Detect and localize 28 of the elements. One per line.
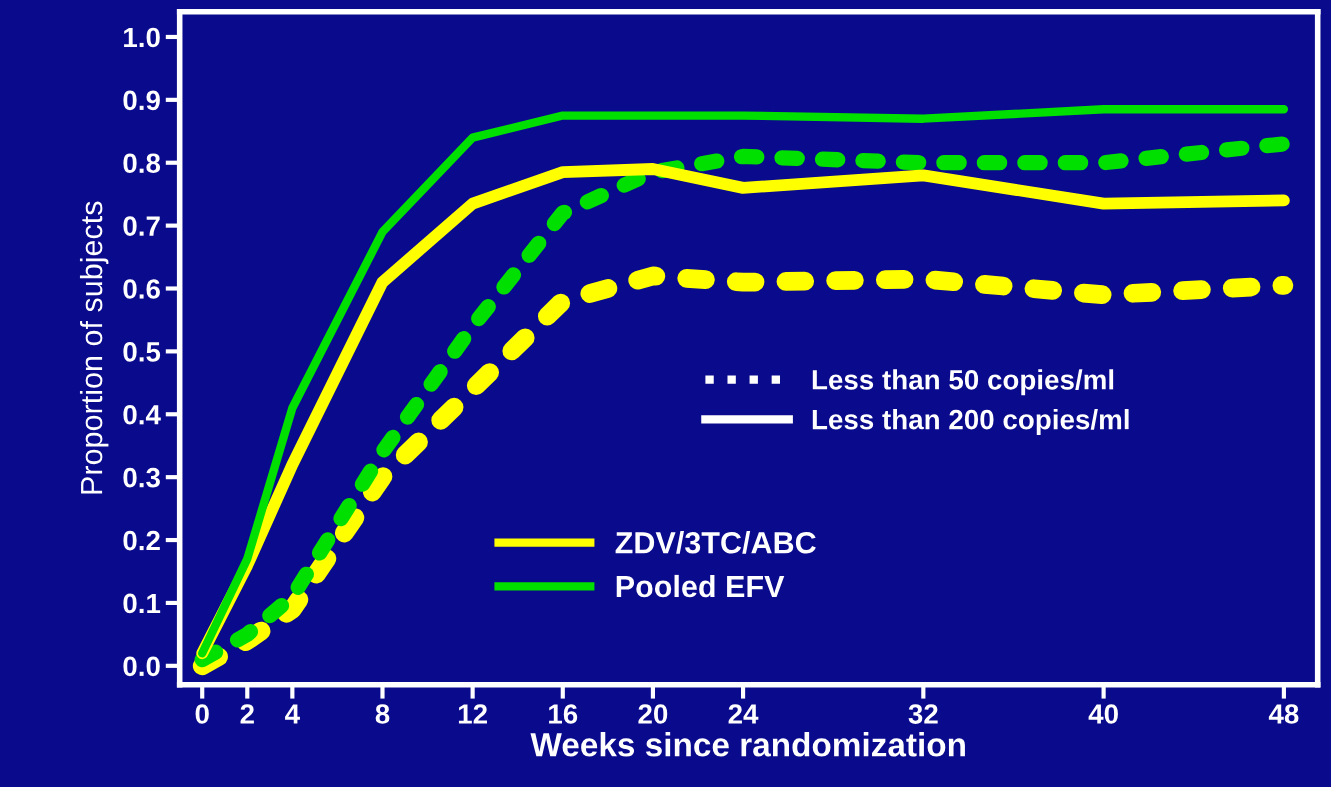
x-tick-label: 8	[375, 704, 390, 724]
legend-label: Pooled EFV	[616, 574, 785, 598]
x-tick-label: 20	[638, 704, 668, 724]
x-tick-label: 16	[549, 704, 578, 724]
y-axis-title: Proportion of subjects	[79, 201, 109, 494]
y-tick-label: 0.3	[123, 467, 160, 488]
x-tick-label: 24	[728, 704, 759, 724]
x-tick-label: 0	[195, 704, 209, 724]
x-tick-label: 48	[1268, 704, 1299, 724]
annotation: Less than 50 copies/ml	[812, 369, 1114, 396]
y-tick-label: 0.2	[123, 530, 160, 551]
y-tick-label: 0.0	[123, 656, 160, 677]
y-tick-label: 0.4	[123, 404, 161, 425]
y-tick-label: 0.5	[123, 342, 161, 362]
x-axis-title: Weeks since randomization	[530, 732, 965, 757]
legend-label: ZDV/3TC/ABC	[615, 531, 816, 554]
x-tick-label: 12	[458, 704, 487, 724]
x-tick-label: 4	[285, 704, 300, 724]
y-tick-label: 1.0	[124, 27, 160, 48]
x-tick-label: 40	[1088, 704, 1118, 724]
y-tick-label: 0.6	[123, 279, 160, 299]
y-tick-label: 0.7	[123, 216, 160, 236]
x-tick-label: 2	[240, 704, 254, 724]
x-tick-label: 32	[908, 704, 938, 724]
y-tick-label: 0.1	[123, 593, 161, 614]
y-tick-label: 0.8	[123, 153, 161, 174]
y-tick-label: 0.9	[123, 90, 160, 111]
annotation: Less than 200 copies/ml	[812, 409, 1129, 435]
